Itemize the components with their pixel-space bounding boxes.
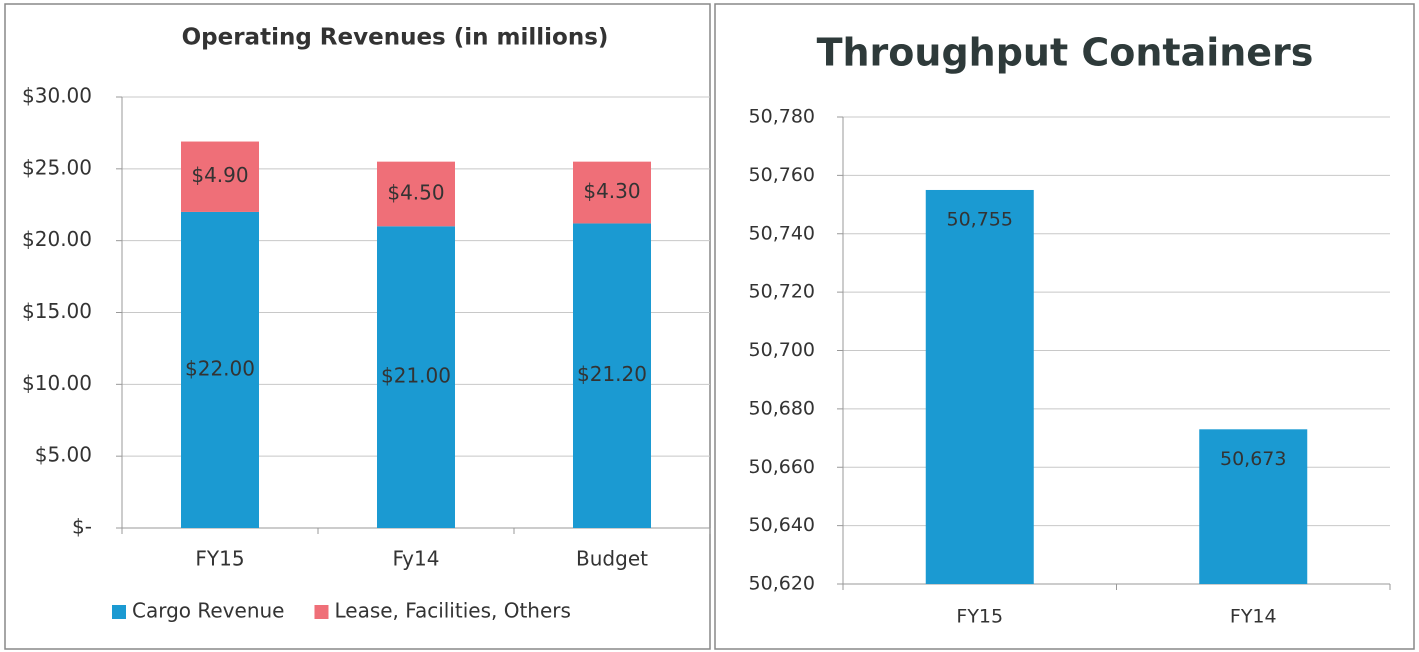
y-tick-label: 50,780 (749, 106, 815, 128)
y-tick-label: 50,620 (749, 573, 815, 595)
y-tick-label: 50,640 (749, 514, 815, 536)
bar-segment (377, 226, 455, 529)
x-tick-label: Budget (576, 547, 648, 571)
y-tick-label: 50,760 (749, 164, 815, 186)
y-tick-label: 50,680 (749, 397, 815, 419)
legend-label: Cargo Revenue (132, 599, 284, 623)
data-label: $4.50 (387, 180, 444, 204)
y-tick-label: 50,700 (749, 339, 815, 361)
x-tick-label: FY14 (1230, 606, 1277, 628)
chart-title: Throughput Containers (817, 31, 1314, 75)
x-tick-label: Fy14 (393, 547, 440, 571)
y-tick-label: $15.00 (22, 299, 92, 323)
legend-swatch (314, 605, 329, 619)
y-tick-label: $5.00 (35, 443, 92, 467)
bar-segment (377, 161, 455, 227)
y-tick-label: 50,720 (749, 281, 815, 303)
y-tick-label: 50,740 (749, 222, 815, 244)
bar-segment (181, 211, 259, 528)
data-label: 50,673 (1220, 448, 1286, 470)
data-label: $21.20 (577, 362, 647, 386)
bar (925, 189, 1034, 584)
y-tick-label: $30.00 (22, 84, 92, 108)
legend-swatch (112, 605, 126, 619)
bar-segment (573, 223, 651, 528)
bar-segment (181, 141, 259, 212)
data-label: $4.90 (191, 163, 248, 187)
data-label: $22.00 (185, 356, 255, 380)
bar-segment (573, 161, 651, 224)
y-tick-label: $10.00 (22, 371, 92, 395)
y-tick-label: $25.00 (22, 155, 92, 179)
bar (1199, 429, 1308, 584)
legend-label: Lease, Facilities, Others (334, 599, 570, 623)
chart-title: Operating Revenues (in millions) (182, 25, 609, 51)
data-label: $4.30 (583, 179, 640, 203)
x-tick-label: FY15 (195, 547, 244, 571)
data-label: $21.00 (381, 364, 451, 388)
y-tick-label: $- (72, 515, 92, 539)
panel-right (714, 3, 1415, 650)
x-tick-label: FY15 (956, 606, 1003, 628)
data-label: 50,755 (947, 208, 1013, 230)
y-tick-label: $20.00 (22, 227, 92, 251)
y-tick-label: 50,660 (749, 456, 815, 478)
